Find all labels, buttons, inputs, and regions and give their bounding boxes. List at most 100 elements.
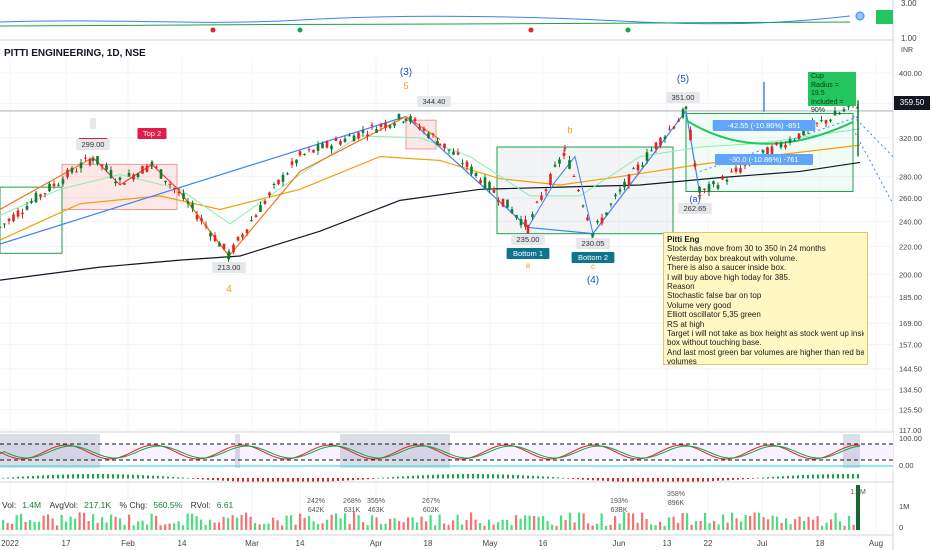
low-262-label-bg: [678, 203, 712, 214]
oscillator-bar: [7, 477, 9, 479]
oscillator-bar: [162, 476, 164, 479]
volume-bar: [798, 516, 801, 530]
oscillator-bar: [667, 478, 669, 483]
candle-body: [677, 120, 680, 122]
candle-body: [21, 212, 24, 215]
volume-axis-0: 0: [899, 523, 903, 532]
candle-body: [88, 158, 92, 166]
oscillator-bar: [182, 477, 184, 479]
volume-bar: [123, 524, 126, 530]
volume-bar: [645, 519, 648, 530]
candle-body: [663, 136, 667, 139]
candle-body: [397, 113, 401, 119]
candle-body: [838, 112, 841, 115]
oscillator-bar: [812, 474, 814, 479]
note-line: Yesterday box breakout with volume.: [667, 253, 798, 263]
oscillator-bar: [137, 474, 139, 479]
volume-bar: [299, 513, 302, 530]
candle-body: [802, 127, 805, 135]
oscillator-bar: [97, 474, 99, 479]
volume-bar: [371, 515, 374, 530]
oscillator-bar: [572, 478, 574, 479]
price-tick-label: 144.50: [899, 365, 922, 374]
candle-body: [515, 215, 518, 218]
volume-bar: [677, 522, 680, 530]
oscillator-bar: [22, 476, 24, 479]
trade-note[interactable]: Pitti Eng Stock has move from 30 to 350 i…: [663, 232, 868, 365]
oscillator-bar: [437, 474, 439, 479]
top2-tag: Top 2: [143, 129, 161, 138]
candle-body: [562, 152, 566, 156]
oscillator-bar: [232, 478, 234, 482]
volume-bar: [654, 525, 657, 530]
volume-bar: [245, 512, 248, 530]
volume-bar: [519, 518, 522, 530]
volume-bar: [384, 523, 387, 530]
ema-slow-line: [0, 161, 861, 281]
volume-bar: [569, 512, 572, 530]
candle-body: [375, 129, 378, 133]
candle-body: [549, 173, 552, 185]
signal-dot: [210, 27, 216, 33]
oscillator-bar: [197, 478, 199, 480]
oscillator-bar: [92, 474, 94, 479]
volume-bar: [596, 523, 599, 530]
oscillator-bar: [837, 474, 839, 479]
volume-bar: [227, 517, 230, 530]
oscillator-bar: [27, 476, 29, 479]
volume-bar: [321, 523, 324, 530]
volume-bar: [542, 516, 545, 530]
volume-bar: [375, 517, 378, 530]
time-axis-label: Mar: [245, 539, 259, 548]
chg-value: 560.5%: [153, 500, 183, 510]
symbol-title: PITTI ENGINEERING, 1D, NSE: [4, 48, 146, 59]
volume-bar: [177, 521, 180, 530]
oscillator-bar: [442, 474, 444, 479]
oscillator-bar: [592, 478, 594, 481]
volume-bar: [344, 513, 347, 530]
candle-body: [506, 199, 509, 208]
note-line: RS at high: [667, 319, 705, 329]
oscillator-bar: [477, 474, 479, 479]
oscillator-bar: [292, 478, 294, 483]
oscillator-bar: [402, 476, 404, 479]
candle-body: [465, 161, 469, 167]
oscillator-bar: [77, 474, 79, 479]
candle-body: [268, 192, 271, 196]
candle-body: [227, 251, 231, 259]
candle-body: [343, 138, 347, 142]
volume-bar: [533, 515, 536, 530]
oscillator-bar: [587, 478, 589, 480]
top-indicator-line: [0, 15, 851, 25]
candle-body: [572, 175, 576, 177]
volume-bar: [839, 521, 842, 530]
volume-bar: [573, 522, 576, 530]
oscillator-bar: [652, 478, 654, 483]
volume-bar: [672, 516, 675, 530]
candle-body: [591, 233, 595, 236]
oscillator-bar: [332, 478, 334, 482]
oscillator-bar: [517, 475, 519, 479]
oscillator-bar: [67, 474, 69, 479]
candle-body: [218, 242, 221, 247]
oscillator-bar: [752, 478, 754, 479]
cup-annotation[interactable]: Cup Radius = 19.5 Included = 90%: [808, 72, 856, 114]
oscillator-bar: [457, 474, 459, 479]
candle-body: [654, 142, 658, 150]
volume-bar: [443, 523, 446, 530]
volume-bar: [308, 516, 311, 530]
stoch-highlight: [235, 434, 240, 468]
oscillator-bar: [47, 475, 49, 479]
oscillator-bar: [817, 474, 819, 479]
vol-val-label: 896K: [668, 500, 685, 507]
oscillator-bar: [257, 478, 259, 483]
candle-body: [105, 165, 108, 170]
note-line: Pitti Eng: [667, 235, 700, 244]
candle-body: [596, 221, 599, 223]
time-axis-label: 14: [296, 539, 305, 548]
volume-bar: [330, 514, 333, 530]
volume-bar: [6, 523, 9, 530]
oscillator-bar: [742, 478, 744, 480]
oscillator-bar: [252, 478, 254, 482]
